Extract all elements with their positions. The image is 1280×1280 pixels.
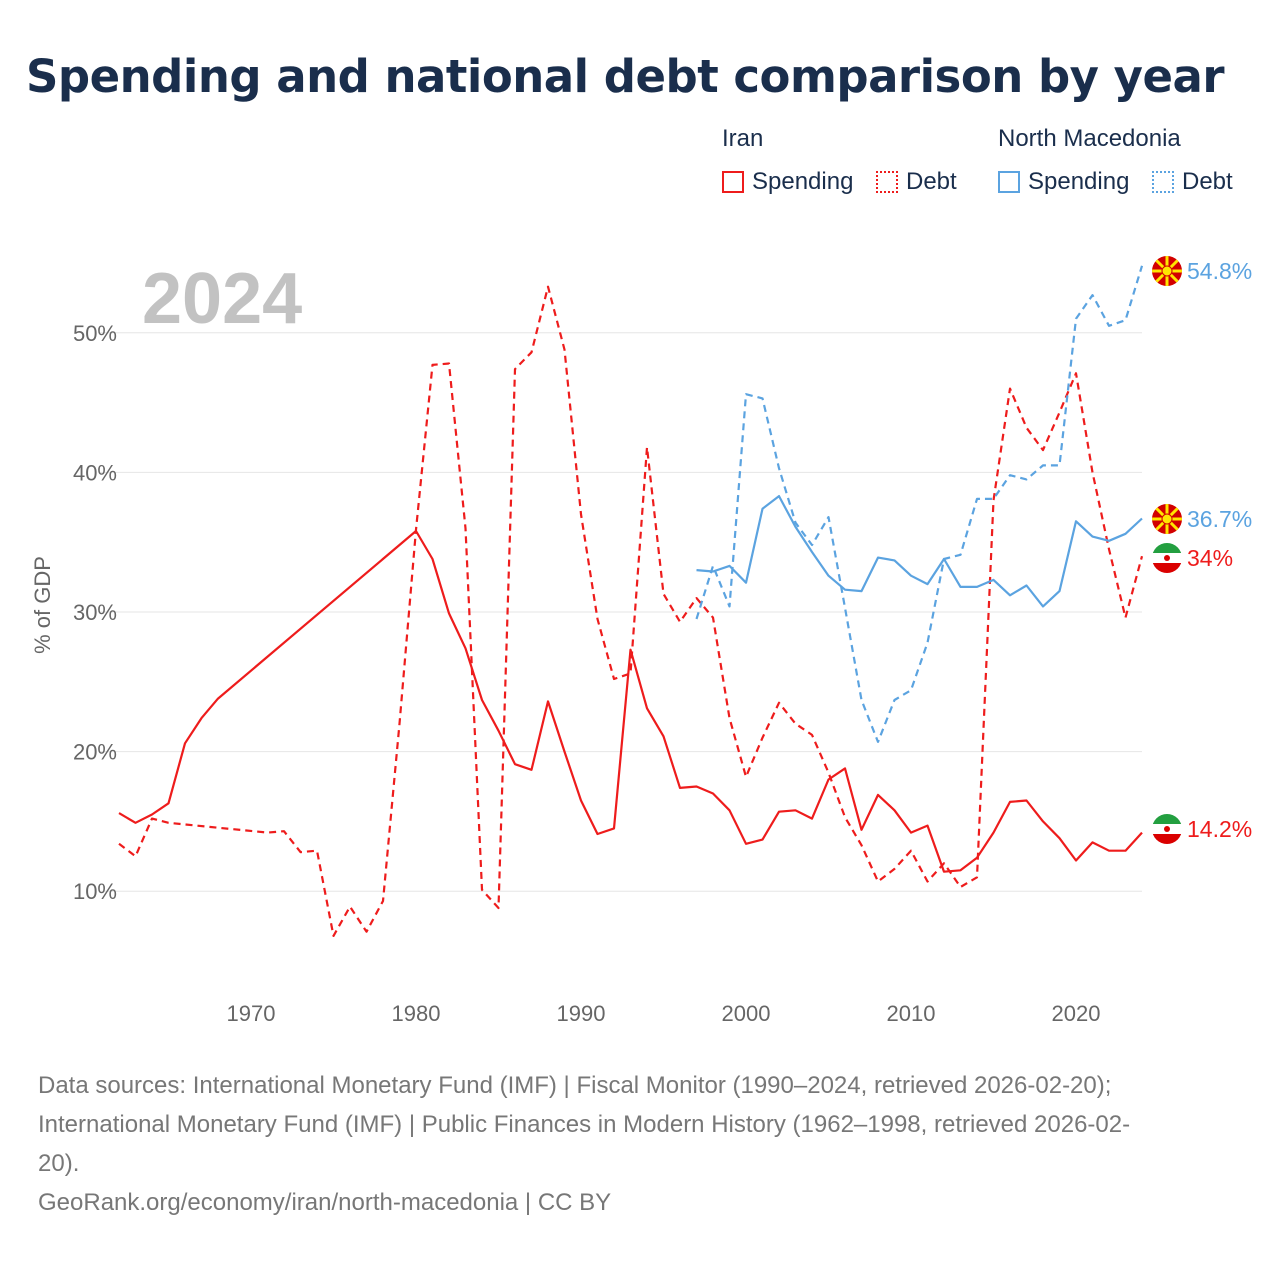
chart-title: Spending and national debt comparison by… [26, 50, 1225, 103]
north-macedonia-flag-icon [1152, 504, 1182, 534]
series-lines [118, 265, 1144, 937]
legend-dotted-swatch-blue [1152, 171, 1174, 193]
series-line-iran-debt [118, 285, 1144, 937]
y-axis: 10% 20% 30% 40% 50% [73, 321, 117, 904]
iran-flag-icon [1152, 543, 1182, 573]
legend-iran-debt[interactable]: Debt [876, 168, 957, 196]
x-tick-label: 1980 [392, 1001, 441, 1026]
end-label-iran-spending: 14.2% [1187, 816, 1252, 842]
data-sources: Data sources: International Monetary Fun… [38, 1066, 1238, 1222]
north-macedonia-flag-icon [1152, 256, 1182, 286]
y-tick-label: 10% [73, 879, 117, 904]
y-tick-label: 40% [73, 460, 117, 485]
legend-label: Spending [1028, 168, 1130, 195]
legend-iran-spending[interactable]: Spending [722, 168, 853, 196]
legend-dotted-swatch-red [876, 171, 898, 193]
x-axis: 1970 1980 1990 2000 2010 2020 [227, 1001, 1101, 1026]
y-tick-label: 50% [73, 321, 117, 346]
end-label-nmk-debt: 54.8% [1187, 258, 1252, 284]
attribution-link[interactable]: GeoRank.org/economy/iran/north-macedonia… [38, 1189, 612, 1216]
gridlines [100, 332, 1142, 892]
x-tick-label: 1970 [227, 1001, 276, 1026]
legend-label: Debt [906, 168, 957, 195]
series-line-north-macedonia-spending [696, 495, 1143, 608]
x-tick-label: 2020 [1052, 1001, 1101, 1026]
line-chart: 10% 20% 30% 40% 50% 1970 1980 1990 2000 2010 2020… [30, 256, 1252, 1026]
series-line-north-macedonia-debt [695, 265, 1144, 743]
year-watermark: 2024 [142, 259, 302, 339]
end-label-iran-debt: 34% [1187, 545, 1233, 571]
source-line: Data sources: International Monetary Fun… [38, 1072, 1112, 1099]
legend-label: Debt [1182, 168, 1233, 195]
legend-group-iran: Iran [722, 125, 764, 152]
legend-label: Spending [752, 168, 854, 195]
x-tick-label: 2010 [887, 1001, 936, 1026]
legend-group-north-macedonia: North Macedonia [998, 125, 1181, 152]
legend-solid-swatch-red [722, 171, 744, 193]
y-tick-label: 20% [73, 740, 117, 765]
end-label-nmk-spending: 36.7% [1187, 506, 1252, 532]
series-line-iran-spending [118, 529, 1143, 873]
x-tick-label: 2000 [722, 1001, 771, 1026]
x-tick-label: 1990 [557, 1001, 606, 1026]
iran-flag-icon [1152, 814, 1182, 844]
y-axis-label: % of GDP [30, 556, 55, 654]
legend-nmk-spending[interactable]: Spending [998, 168, 1129, 196]
source-line: 20). [38, 1150, 80, 1177]
legend-solid-swatch-blue [998, 171, 1020, 193]
y-tick-label: 30% [73, 600, 117, 625]
legend-nmk-debt[interactable]: Debt [1152, 168, 1233, 196]
source-line: International Monetary Fund (IMF) | Publ… [38, 1111, 1131, 1138]
